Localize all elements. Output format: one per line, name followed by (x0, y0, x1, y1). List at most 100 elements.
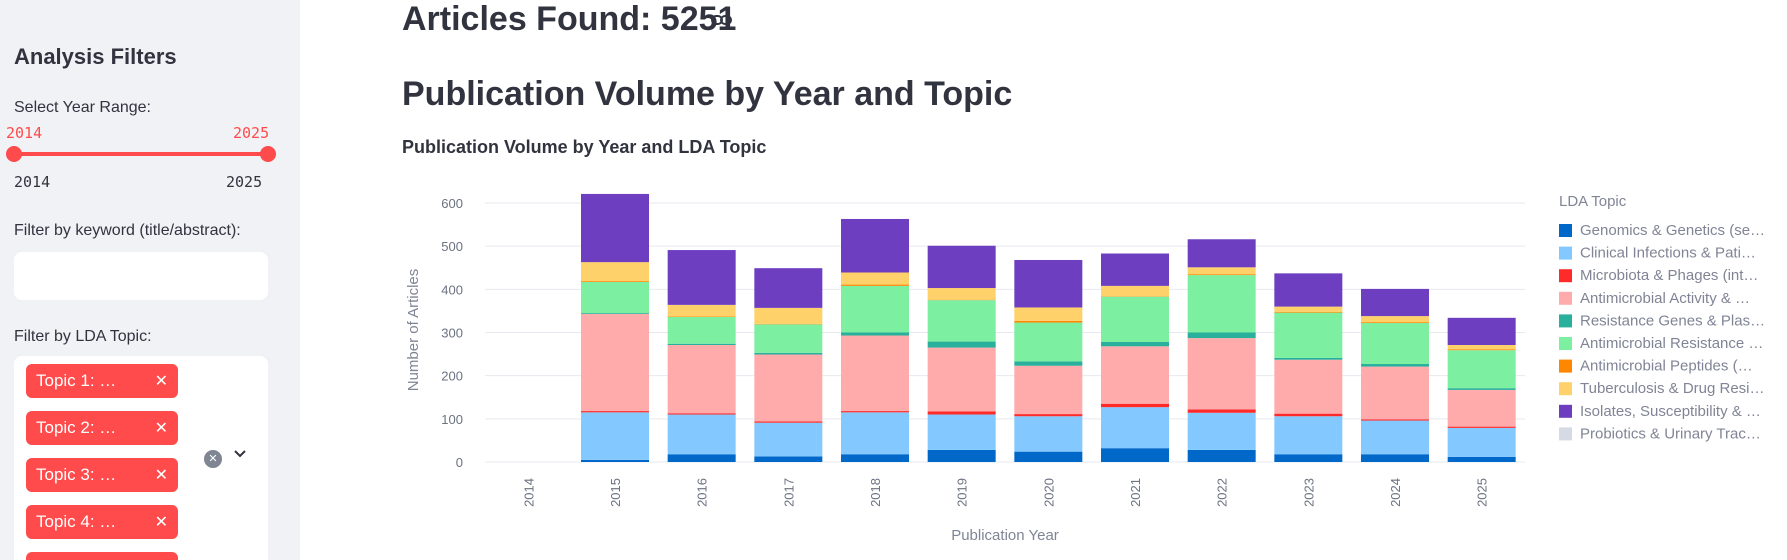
link-icon[interactable] (710, 12, 734, 28)
topic-chip[interactable] (26, 552, 178, 560)
y-tick-label: 100 (441, 412, 463, 427)
bar-segment (1361, 366, 1429, 420)
bar-segment (1447, 426, 1516, 428)
bar-segment (841, 218, 909, 273)
chevron-down-icon[interactable] (232, 446, 248, 462)
legend-entry: Clinical Infections & Pati… (1580, 245, 1756, 262)
bar-segment (1187, 332, 1256, 339)
bar-segment (1274, 306, 1343, 312)
bar-segment (754, 307, 823, 324)
legend-swatch (1559, 246, 1572, 260)
bar-segment (667, 414, 736, 455)
bar-segment (1361, 322, 1429, 324)
legend-entry: Tuberculosis & Drug Resi… (1580, 380, 1765, 397)
clear-all-icon[interactable]: ✕ (204, 450, 222, 468)
bar-segment (581, 313, 649, 314)
bar-segment (1447, 456, 1516, 462)
slider-max-tick: 2025 (226, 173, 263, 191)
legend-swatch (1559, 359, 1572, 373)
bar-segment (1361, 454, 1429, 462)
legend-entry: Antimicrobial Resistance … (1580, 335, 1763, 352)
remove-chip-icon[interactable]: ✕ (154, 467, 168, 484)
x-tick-label: 2016 (695, 478, 710, 507)
topic-chip[interactable]: Topic 1: … ✕ (26, 364, 178, 398)
bar-segment (1101, 296, 1169, 342)
x-tick-label: 2024 (1388, 478, 1403, 507)
y-tick-label: 500 (441, 239, 463, 254)
slider-end-handle[interactable] (260, 146, 276, 162)
bar-segment (927, 411, 996, 415)
bar-segment (667, 316, 736, 344)
sidebar-title: Analysis Filters (14, 44, 177, 69)
bar-segment (1101, 448, 1169, 462)
slider-end-value: 2025 (233, 124, 270, 142)
bar-segment (1187, 338, 1256, 410)
bar-segment (1187, 239, 1256, 268)
bar-segment (927, 449, 996, 462)
y-axis-label: Number of Articles (405, 269, 422, 392)
y-tick-label: 400 (441, 282, 463, 297)
remove-chip-icon[interactable]: ✕ (154, 373, 168, 390)
slider-start-handle[interactable] (6, 146, 22, 162)
bar-segment (927, 341, 996, 348)
y-tick-label: 0 (456, 455, 463, 470)
chip-label: Topic 1: … (36, 371, 117, 390)
x-axis-label: Publication Year (951, 527, 1059, 544)
bar-segment (1447, 350, 1516, 389)
bar-segment (1101, 253, 1169, 286)
bar-segment (841, 411, 909, 413)
bar-segment (841, 335, 909, 412)
chart-title: Publication Volume by Year and LDA Topic (402, 137, 766, 157)
x-tick-label: 2025 (1475, 478, 1490, 507)
sidebar: Analysis Filters Select Year Range: 2014… (0, 0, 300, 560)
legend-swatch (1559, 337, 1572, 350)
bar-segment (841, 412, 909, 455)
bar-segment (1447, 427, 1516, 457)
year-range-label: Select Year Range: (14, 99, 151, 116)
remove-chip-icon[interactable]: ✕ (154, 514, 168, 531)
bar-segment (1274, 416, 1343, 455)
bar-segment (581, 262, 649, 282)
keyword-input[interactable] (14, 252, 268, 300)
slider-min-tick: 2014 (14, 173, 51, 191)
bar-segment (667, 413, 736, 415)
legend-entry: Antimicrobial Activity & … (1580, 290, 1750, 307)
topic-multiselect[interactable]: Topic 1: … ✕ Topic 2: … ✕ Topic 3: … ✕ Topi… (14, 356, 268, 560)
bar-segment (1101, 346, 1169, 404)
topic-chip[interactable]: Topic 2: … ✕ (26, 411, 178, 445)
bar-segment (1187, 409, 1256, 413)
bar-segment (1014, 322, 1083, 362)
topic-filter-label: Filter by LDA Topic: (14, 328, 152, 345)
x-tick-label: 2020 (1041, 478, 1056, 507)
bar-segment (1187, 449, 1256, 462)
topic-chip[interactable]: Topic 3: … ✕ (26, 458, 178, 492)
bar-segment (1014, 451, 1083, 462)
bar-segment (667, 343, 736, 346)
bar-segment (1361, 419, 1429, 421)
bar-segment (1187, 274, 1256, 276)
bar-segment (667, 345, 736, 414)
y-tick-label: 600 (441, 196, 463, 211)
bar-segment (1361, 364, 1429, 367)
topic-chip[interactable]: Topic 4: … ✕ (26, 505, 178, 539)
legend-entry: Antimicrobial Peptides (… (1580, 358, 1753, 375)
remove-chip-icon[interactable]: ✕ (154, 420, 168, 437)
bar-segment (1447, 317, 1516, 346)
legend-title: LDA Topic (1559, 193, 1627, 210)
bar-segment (667, 304, 736, 317)
bar-segment (667, 250, 736, 305)
year-range-slider-track[interactable] (14, 152, 268, 156)
bar-segment (581, 281, 649, 314)
section-title: Publication Volume by Year and Topic (402, 75, 1013, 113)
bar-segment (841, 285, 909, 333)
bar-segment (1101, 341, 1169, 347)
bar-segment (1274, 413, 1343, 417)
bar-segment (581, 411, 649, 413)
bar-segment (927, 245, 996, 289)
bar-segment (1187, 275, 1256, 333)
bar-segment (754, 354, 823, 422)
bar-segment (841, 332, 909, 336)
bar-segment (1361, 316, 1429, 323)
bar-segment (754, 456, 823, 462)
bar-segment (754, 268, 823, 308)
